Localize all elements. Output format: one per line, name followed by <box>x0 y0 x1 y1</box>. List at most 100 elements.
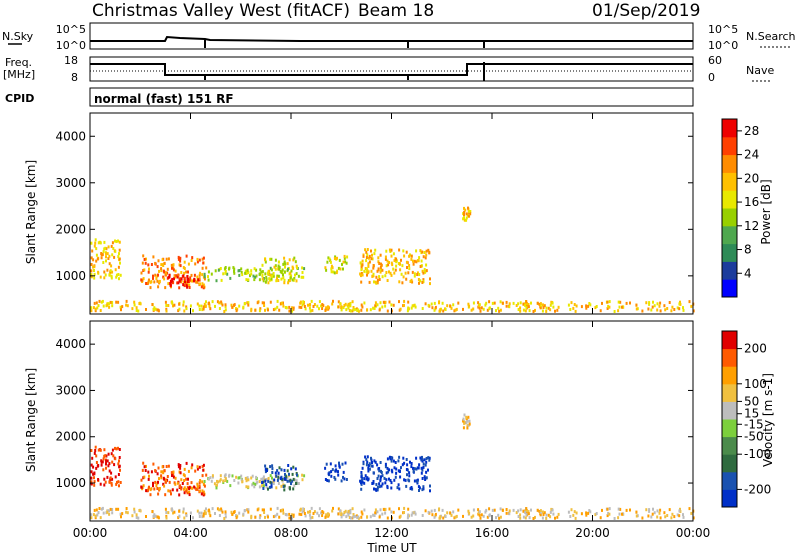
power-echo-cell <box>328 257 331 261</box>
velocity-echo-cell <box>557 512 560 516</box>
velocity-echo-cell <box>617 516 620 520</box>
velocity-echo-cell <box>289 478 292 482</box>
power-colorbar-tick-label: 4 <box>744 266 752 280</box>
power-echo-cell <box>196 280 199 284</box>
power-echo-cell <box>172 280 175 284</box>
velocity-echo-cell <box>325 513 328 517</box>
velocity-echo-cell <box>365 463 368 467</box>
power-echo-cell <box>463 218 466 222</box>
velocity-echo-cell <box>390 481 393 485</box>
power-colorbar-tick-label: 16 <box>744 195 759 209</box>
power-echo-cell <box>224 271 227 275</box>
power-echo-cell <box>177 281 180 285</box>
velocity-echo-cell <box>116 480 118 484</box>
velocity-echo-cell <box>525 509 528 512</box>
plot-title: Christmas Valley West (fitACF) <box>92 1 350 21</box>
power-echo-cell <box>160 263 163 267</box>
velocity-echo-cell <box>209 476 212 480</box>
velocity-echo-cell <box>390 459 393 463</box>
velocity-echo-cell <box>269 465 272 469</box>
power-echo-cell <box>114 268 117 272</box>
power-echo-cell <box>682 306 684 310</box>
power-echo-cell <box>172 304 174 308</box>
power-echo-cell <box>648 301 651 305</box>
velocity-echo-cell <box>276 469 279 473</box>
velocity-echo-cell <box>524 511 527 515</box>
velocity-echo-cell <box>549 510 552 514</box>
time-tick-label: 20:00 <box>575 526 610 540</box>
power-colorbar-tick-label: 28 <box>744 124 759 138</box>
power-echo-cell <box>106 252 109 256</box>
velocity-echo-cell <box>652 507 654 511</box>
velocity-echo-cell <box>103 477 106 481</box>
velocity-echo-cell <box>276 512 279 516</box>
velocity-echo-cell <box>412 466 414 470</box>
velocity-echo-cell <box>143 465 146 469</box>
velocity-echo-cell <box>224 474 227 478</box>
power-echo-cell <box>185 270 188 274</box>
power-echo-cell <box>270 257 273 261</box>
power-echo-cell <box>111 304 114 308</box>
power-echo-cell <box>378 262 381 265</box>
velocity-echo-cell <box>411 511 414 515</box>
velocity-echo-cell <box>601 508 603 512</box>
velocity-echo-cell <box>421 459 424 463</box>
power-echo-cell <box>283 270 286 274</box>
power-echo-cell <box>405 260 408 264</box>
velocity-echo-cell <box>431 513 434 517</box>
velocity-echo-cell <box>462 419 465 423</box>
power-echo-cell <box>370 269 373 273</box>
power-echo-cell <box>351 309 354 313</box>
power-colorbar-swatch <box>722 261 737 280</box>
power-echo-cell <box>423 268 426 271</box>
velocity-echo-cell <box>606 507 609 511</box>
power-echo-cell <box>519 306 522 310</box>
power-echo-cell <box>111 301 114 304</box>
power-echo-cell <box>293 277 296 280</box>
power-echo-cell <box>268 269 271 273</box>
velocity-echo-cell <box>339 509 342 513</box>
velocity-echo-cell <box>196 509 199 513</box>
velocity-echo-cell <box>421 457 424 461</box>
velocity-echo-cell <box>110 452 113 456</box>
velocity-echo-cell <box>411 487 414 491</box>
velocity-echo-cell <box>369 515 372 519</box>
velocity-echo-cell <box>164 480 167 484</box>
power-echo-cell <box>415 249 418 253</box>
power-echo-cell <box>199 282 201 286</box>
velocity-echo-cell <box>240 474 243 478</box>
velocity-echo-cell <box>90 516 93 520</box>
power-echo-cell <box>90 263 93 266</box>
power-echo-cell <box>186 280 189 284</box>
velocity-echo-cell <box>372 471 375 475</box>
velocity-echo-cell <box>247 510 250 514</box>
power-echo-cell <box>189 276 192 280</box>
velocity-echo-cell <box>409 487 412 491</box>
velocity-echo-cell <box>97 478 100 481</box>
power-echo-cell <box>312 305 315 308</box>
velocity-echo-cell <box>370 464 373 468</box>
power-echo-cell <box>269 257 272 261</box>
power-echo-cell <box>183 276 186 280</box>
velocity-echo-cell <box>367 466 370 470</box>
power-echo-cell <box>477 301 480 305</box>
velocity-echo-cell <box>648 509 651 513</box>
velocity-echo-cell <box>93 508 96 512</box>
power-echo-cell <box>467 214 470 218</box>
power-echo-cell <box>403 303 405 307</box>
velocity-echo-cell <box>111 511 114 515</box>
velocity-echo-cell <box>247 485 250 489</box>
velocity-echo-cell <box>218 479 221 483</box>
velocity-echo-cell <box>235 475 238 479</box>
velocity-echo-cell <box>635 510 638 514</box>
power-echo-cell <box>337 266 340 270</box>
velocity-echo-cell <box>141 468 144 472</box>
velocity-echo-cell <box>104 480 107 484</box>
velocity-echo-cell <box>182 510 185 514</box>
power-echo-cell <box>110 276 113 280</box>
power-echo-cell <box>277 274 280 278</box>
power-echo-cell <box>104 246 107 250</box>
power-echo-cell <box>366 273 368 277</box>
power-echo-cell <box>244 271 247 275</box>
power-echo-cell <box>267 308 269 312</box>
